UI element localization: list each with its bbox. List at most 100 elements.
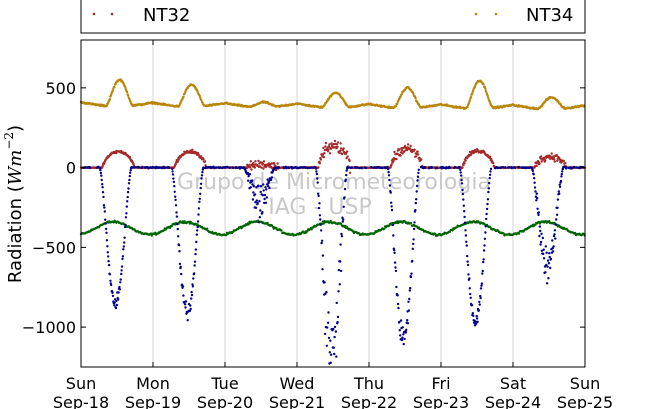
blue-point bbox=[339, 243, 342, 246]
blue-point bbox=[176, 227, 179, 231]
blue-point bbox=[448, 166, 452, 169]
nt34-point bbox=[482, 83, 485, 86]
blue-point bbox=[99, 171, 103, 175]
blue-point bbox=[266, 178, 269, 181]
blue-point bbox=[423, 166, 427, 170]
blue-point bbox=[464, 229, 467, 232]
nt32-point bbox=[327, 148, 330, 151]
nt34-point bbox=[112, 87, 115, 91]
blue-point bbox=[404, 331, 408, 334]
blue-point bbox=[119, 278, 122, 281]
blue-point bbox=[336, 320, 339, 324]
nt32-point bbox=[562, 159, 565, 163]
green-point bbox=[517, 232, 521, 235]
blue-point bbox=[387, 167, 390, 171]
nt32-point bbox=[399, 154, 402, 157]
blue-point bbox=[190, 297, 193, 300]
nt32-point bbox=[333, 139, 337, 143]
blue-point bbox=[326, 326, 329, 329]
blue-point bbox=[97, 165, 100, 168]
nt32-point bbox=[249, 166, 252, 169]
blue-point bbox=[190, 293, 194, 297]
nt32-point bbox=[489, 155, 492, 158]
blue-point bbox=[117, 291, 120, 294]
blue-point bbox=[556, 198, 560, 201]
blue-point bbox=[259, 190, 262, 194]
nt32-point bbox=[342, 147, 345, 150]
blue-point bbox=[525, 166, 528, 169]
nt34-point bbox=[414, 97, 417, 100]
nt32-point bbox=[395, 157, 398, 161]
nt32-point bbox=[552, 156, 555, 159]
blue-point bbox=[540, 232, 543, 235]
blue-point bbox=[463, 210, 466, 213]
blue-point bbox=[121, 257, 124, 261]
nt32-point bbox=[252, 163, 256, 167]
blue-point bbox=[197, 207, 201, 210]
blue-point bbox=[533, 186, 537, 189]
nt32-point bbox=[339, 142, 342, 145]
nt32-point bbox=[409, 144, 412, 148]
blue-point bbox=[196, 225, 199, 229]
nt32-point bbox=[328, 152, 332, 155]
nt32-point bbox=[335, 143, 339, 146]
blue-point bbox=[315, 172, 319, 176]
blue-point bbox=[553, 229, 557, 232]
blue-point bbox=[435, 166, 439, 170]
nt32-point bbox=[401, 152, 404, 155]
nt32-point bbox=[176, 160, 179, 163]
blue-point bbox=[262, 189, 265, 192]
blue-point bbox=[85, 166, 89, 169]
blue-point bbox=[125, 205, 128, 208]
blue-point bbox=[249, 186, 252, 189]
nt32-point bbox=[174, 162, 177, 166]
blue-point bbox=[469, 296, 472, 299]
blue-point bbox=[99, 168, 102, 172]
nt32-point bbox=[556, 159, 559, 162]
blue-point bbox=[387, 174, 391, 177]
blue-point bbox=[282, 167, 286, 170]
blue-point bbox=[117, 298, 120, 301]
nt32-point bbox=[392, 160, 395, 163]
blue-point bbox=[327, 311, 330, 314]
blue-point bbox=[542, 257, 546, 260]
blue-point bbox=[558, 183, 561, 186]
nt32-point bbox=[317, 166, 320, 169]
blue-point bbox=[319, 218, 322, 221]
blue-point bbox=[184, 300, 188, 303]
blue-point bbox=[106, 245, 109, 248]
nt34-point bbox=[108, 98, 112, 101]
blue-point bbox=[262, 183, 265, 186]
blue-point bbox=[113, 301, 116, 304]
blue-point bbox=[488, 181, 491, 185]
blue-point bbox=[126, 190, 130, 194]
blue-point bbox=[504, 166, 507, 169]
blue-point bbox=[500, 166, 503, 169]
nt34-point bbox=[487, 96, 490, 100]
blue-point bbox=[171, 167, 174, 170]
blue-point bbox=[483, 237, 487, 240]
green-point bbox=[205, 227, 209, 230]
blue-point bbox=[333, 352, 336, 356]
blue-point bbox=[393, 261, 397, 264]
nt34-point bbox=[125, 90, 129, 94]
blue-point bbox=[184, 306, 187, 309]
x-tick-date: Sep-24 bbox=[485, 393, 541, 409]
blue-point bbox=[345, 169, 348, 172]
x-tick-day: Tue bbox=[210, 374, 238, 393]
blue-point bbox=[482, 249, 486, 252]
nt32-point bbox=[324, 141, 328, 145]
blue-point bbox=[537, 213, 540, 217]
blue-point bbox=[323, 332, 327, 336]
blue-point bbox=[546, 259, 550, 262]
blue-point bbox=[255, 199, 258, 202]
blue-point bbox=[120, 269, 123, 272]
x-tick-day: Fri bbox=[431, 374, 450, 393]
blue-point bbox=[478, 300, 481, 304]
blue-point bbox=[192, 277, 195, 280]
blue-point bbox=[188, 309, 192, 312]
blue-point bbox=[316, 177, 319, 180]
blue-point bbox=[460, 174, 463, 177]
nt32-point bbox=[413, 148, 416, 151]
blue-point bbox=[269, 178, 273, 182]
